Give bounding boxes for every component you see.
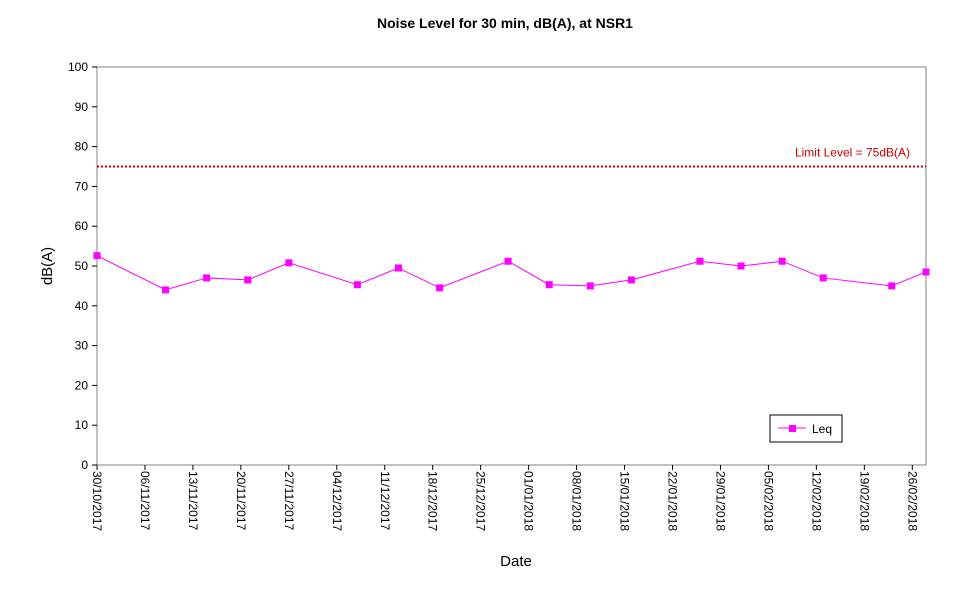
x-tick-label-14: 05/02/2018 [761,471,775,531]
data-point-17 [922,268,930,276]
x-tick-label-3: 20/11/2017 [234,471,248,530]
data-point-4 [285,259,293,267]
y-tick-label-90: 90 [75,100,89,114]
x-tick-label-10: 08/01/2018 [570,471,584,531]
x-tick-label-16: 19/02/2018 [857,471,871,531]
data-point-14 [778,257,786,265]
y-axis-label: dB(A) [39,247,56,285]
data-point-9 [545,281,553,289]
y-tick-label-0: 0 [81,458,88,472]
data-point-16 [888,282,896,290]
x-tick-label-11: 15/01/2018 [618,471,632,531]
y-tick-label-60: 60 [75,219,89,233]
x-tick-label-8: 25/12/2017 [474,471,488,531]
x-axis: 30/10/2017 06/11/2017 13/11/2017 20/11/2017… [90,465,919,531]
x-tick-label-1: 06/11/2017 [138,471,152,530]
x-tick-label-15: 12/02/2018 [809,471,823,531]
data-point-8 [504,257,512,265]
x-tick-label-7: 18/12/2017 [426,471,440,531]
y-tick-label-80: 80 [75,140,89,154]
y-tick-label-70: 70 [75,179,89,193]
y-tick-label-10: 10 [75,418,89,432]
y-tick-label-20: 20 [75,378,89,392]
data-point-13 [737,262,745,270]
data-point-11 [627,276,635,284]
y-tick-label-100: 100 [68,60,88,74]
x-tick-label-0: 30/10/2017 [90,471,104,531]
data-point-7 [436,284,444,292]
x-tick-label-2: 13/11/2017 [186,471,200,530]
limit-level-label: Limit Level = 75dB(A) [795,146,910,160]
data-point-0 [93,252,101,260]
series-leq [93,252,930,294]
legend-marker-leq [789,425,796,432]
x-tick-label-13: 29/01/2018 [713,471,727,531]
x-tick-label-6: 11/12/2017 [378,471,392,530]
y-axis: 0 10 20 30 40 50 60 70 80 90 100 [68,60,97,472]
x-tick-label-12: 22/01/2018 [666,471,680,531]
chart-title: Noise Level for 30 min, dB(A), at NSR1 [377,15,633,31]
x-tick-label-9: 01/01/2018 [522,471,536,531]
x-tick-label-5: 04/12/2017 [330,471,344,531]
x-axis-label: Date [500,553,532,570]
data-point-12 [696,257,704,265]
data-point-1 [162,286,170,294]
y-tick-label-50: 50 [75,259,89,273]
data-point-6 [394,264,402,272]
x-tick-label-17: 26/02/2018 [905,471,919,531]
data-point-5 [353,281,361,289]
series-line-0 [96,255,927,291]
plot-area [96,66,927,466]
legend: Leq [769,414,843,443]
y-tick-label-30: 30 [75,339,89,353]
data-point-3 [244,276,252,284]
data-point-2 [203,274,211,282]
legend-label-leq: Leq [812,422,832,436]
y-tick-label-40: 40 [75,299,89,313]
x-tick-label-4: 27/11/2017 [282,471,296,530]
data-point-15 [819,274,827,282]
data-point-10 [586,282,594,290]
